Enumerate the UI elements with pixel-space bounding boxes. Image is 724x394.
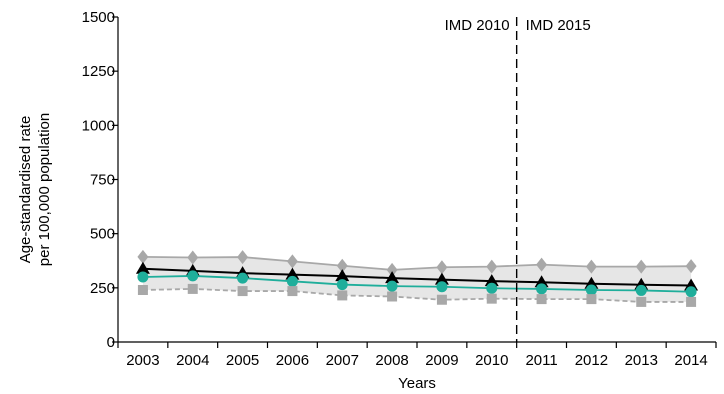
y-tick-label: 250: [90, 280, 115, 297]
data-point: [635, 259, 647, 274]
data-point: [135, 261, 150, 274]
x-axis-title: Years: [398, 375, 436, 392]
data-point: [484, 274, 499, 287]
data-point: [137, 285, 148, 295]
data-point: [436, 294, 447, 305]
y-axis: 0 250 500 750 1000 1250 1500: [82, 9, 119, 351]
annotation-right: IMD 2015: [526, 17, 591, 34]
data-point: [436, 260, 448, 275]
x-tick-label: 2004: [176, 352, 209, 369]
y-tick-label: 1250: [82, 63, 115, 80]
data-point: [486, 282, 498, 294]
x-tick-label: 2007: [326, 352, 359, 369]
data-point: [586, 294, 597, 305]
data-point: [686, 296, 697, 307]
data-point: [287, 286, 298, 297]
data-point: [434, 272, 449, 285]
data-point: [636, 296, 647, 307]
data-point: [584, 276, 599, 289]
data-point: [386, 280, 398, 292]
data-point: [685, 259, 697, 274]
data-point: [137, 271, 149, 283]
series-line: [142, 288, 692, 303]
data-point: [685, 286, 697, 298]
y-tick-label: 1500: [82, 9, 115, 26]
x-tick-label: 2011: [525, 352, 557, 369]
data-point: [536, 294, 547, 305]
data-point: [336, 279, 348, 291]
data-point: [536, 283, 548, 295]
series-layer: [135, 249, 699, 307]
x-tick-label: 2008: [375, 352, 408, 369]
x-tick-label: 2005: [226, 352, 259, 369]
data-point: [286, 254, 298, 269]
data-point: [387, 291, 398, 302]
series-diamond: [137, 249, 697, 277]
data-point: [436, 281, 448, 293]
series-circle: [137, 270, 697, 298]
data-point: [187, 283, 198, 294]
data-point: [486, 293, 497, 304]
data-point: [187, 270, 199, 282]
data-point: [585, 284, 597, 296]
x-tick-label: 2006: [276, 352, 309, 369]
data-point: [336, 258, 348, 273]
annotation-left: IMD 2010: [445, 17, 510, 34]
annotation-layer: IMD 2010 IMD 2015: [445, 17, 591, 342]
y-tick-label: 500: [90, 226, 115, 243]
y-axis-title-line: Age-standardised rate: [17, 116, 34, 264]
x-tick-label: 2009: [425, 352, 458, 369]
y-tick-label: 1000: [82, 117, 115, 134]
data-point: [286, 275, 298, 287]
axis-titles: Years Age-standardised rate per 100,000 po…: [17, 113, 436, 392]
data-point: [585, 259, 597, 274]
series-line: [142, 267, 692, 287]
series-line: [142, 275, 692, 293]
x-tick-label: 2010: [475, 352, 508, 369]
data-point: [536, 257, 548, 272]
x-tick-label: 2014: [674, 352, 707, 369]
data-point: [285, 267, 300, 280]
y-tick-label: 0: [107, 334, 115, 351]
data-point: [635, 284, 647, 296]
data-point: [137, 249, 149, 264]
data-point: [385, 271, 400, 284]
series-line: [142, 255, 692, 271]
data-point: [386, 262, 398, 277]
y-axis-title-line: per 100,000 population: [36, 113, 53, 266]
x-tick-label: 2012: [575, 352, 608, 369]
data-point: [237, 272, 249, 284]
data-point: [237, 250, 249, 265]
data-point: [486, 259, 498, 274]
x-tick-label: 2003: [126, 352, 159, 369]
x-tick-label: 2013: [625, 352, 658, 369]
data-point: [337, 290, 348, 301]
x-axis: 2003 2004 2005 2006 2007 2008 2009 2010 2011 2012…: [117, 341, 717, 369]
y-tick-label: 750: [90, 172, 115, 189]
data-point: [237, 286, 248, 297]
data-point: [684, 278, 699, 291]
series-square: [137, 283, 697, 307]
data-point: [335, 269, 350, 282]
data-point: [534, 275, 549, 288]
data-point: [187, 250, 199, 265]
